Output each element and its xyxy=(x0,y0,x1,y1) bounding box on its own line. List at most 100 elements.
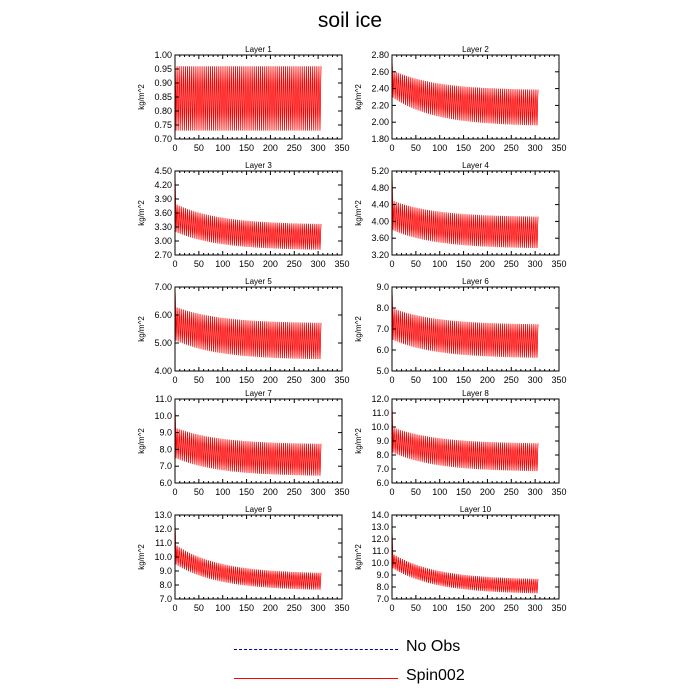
y-tick-label: 0.85 xyxy=(154,92,172,102)
y-tick-label: 9.0 xyxy=(376,282,389,292)
x-tick-label: 350 xyxy=(334,259,349,269)
y-tick-label: 4.00 xyxy=(371,216,389,226)
y-tick-label: 6.0 xyxy=(376,478,389,488)
y-tick-label: 12.0 xyxy=(371,394,389,404)
legend-label-no-obs: No Obs xyxy=(406,638,461,655)
x-tick-label: 50 xyxy=(411,143,421,153)
y-axis-label: kg/m^2 xyxy=(354,544,363,570)
x-tick-label: 0 xyxy=(172,375,177,385)
x-tick-label: 250 xyxy=(287,259,302,269)
x-tick-label: 0 xyxy=(172,487,177,497)
y-tick-label: 14.0 xyxy=(371,510,389,520)
y-tick-label: 13.0 xyxy=(371,522,389,532)
y-tick-label: 8.0 xyxy=(159,580,172,590)
x-tick-label: 150 xyxy=(239,143,254,153)
y-tick-label: 0.70 xyxy=(154,134,172,144)
x-tick-label: 0 xyxy=(389,259,394,269)
y-tick-label: 7.0 xyxy=(159,594,172,604)
x-tick-label: 250 xyxy=(504,143,519,153)
x-tick-label: 300 xyxy=(528,143,543,153)
y-axis-label: kg/m^2 xyxy=(137,200,146,226)
x-tick-label: 50 xyxy=(411,259,421,269)
x-tick-label: 50 xyxy=(194,487,204,497)
y-tick-label: 9.0 xyxy=(159,566,172,576)
y-tick-label: 4.40 xyxy=(371,200,389,210)
y-tick-label: 6.0 xyxy=(376,345,389,355)
y-tick-label: 3.20 xyxy=(371,250,389,260)
x-tick-label: 150 xyxy=(456,487,471,497)
series-line-spin002 xyxy=(392,404,539,472)
x-tick-label: 250 xyxy=(287,375,302,385)
series-line-spin002 xyxy=(175,521,322,590)
x-tick-label: 200 xyxy=(480,375,495,385)
series-line-spin002 xyxy=(175,405,322,476)
y-tick-label: 3.60 xyxy=(371,233,389,243)
y-tick-label: 7.0 xyxy=(376,324,389,334)
panel-title: Layer 10 xyxy=(460,505,492,514)
series-line-spin002 xyxy=(175,288,322,360)
panel-title: Layer 9 xyxy=(245,505,272,514)
plot-frame xyxy=(174,514,343,600)
legend-swatch-dashed xyxy=(234,649,398,650)
x-tick-label: 150 xyxy=(239,603,254,613)
plot-frame xyxy=(391,170,560,256)
y-tick-label: 11.0 xyxy=(155,538,172,548)
legend-entry-no-obs: No Obs xyxy=(234,638,534,662)
x-tick-label: 150 xyxy=(456,603,471,613)
x-tick-label: 350 xyxy=(551,143,566,153)
panel-layer-9: Layer 9 0 50 100 150 200 250 300 350 7.0 8.0 9.0 10.… xyxy=(137,505,350,613)
x-tick-label: 100 xyxy=(215,603,230,613)
y-tick-label: 9.0 xyxy=(159,428,172,438)
y-tick-label: 10.0 xyxy=(371,422,389,432)
x-tick-label: 200 xyxy=(263,487,278,497)
panel-layer-5: Layer 5 0 50 100 150 200 250 300 350 4.00 5.00 6.00… xyxy=(137,277,350,385)
x-tick-label: 250 xyxy=(287,143,302,153)
y-tick-label: 4.20 xyxy=(154,180,172,190)
x-tick-label: 250 xyxy=(504,603,519,613)
y-tick-label: 10.0 xyxy=(371,558,389,568)
y-tick-label: 8.0 xyxy=(376,582,389,592)
y-tick-label: 3.90 xyxy=(154,194,172,204)
y-tick-label: 5.0 xyxy=(376,366,389,376)
x-tick-label: 100 xyxy=(432,603,447,613)
series-line-spin002 xyxy=(175,175,322,250)
panel-layer-7: Layer 7 0 50 100 150 200 250 300 350 6.0 7.0 8.0 9.0… xyxy=(137,389,350,497)
x-tick-label: 250 xyxy=(287,487,302,497)
y-tick-label: 0.95 xyxy=(154,64,172,74)
y-tick-label: 2.70 xyxy=(154,250,172,260)
x-tick-label: 200 xyxy=(263,375,278,385)
y-tick-label: 2.60 xyxy=(371,67,389,77)
plot-frame xyxy=(174,286,343,372)
x-tick-label: 100 xyxy=(215,487,230,497)
x-tick-label: 100 xyxy=(215,375,230,385)
y-tick-label: 12.0 xyxy=(154,524,172,534)
legend-entry-spin002: Spin002 xyxy=(234,667,534,691)
y-tick-label: 8.0 xyxy=(376,450,389,460)
x-tick-label: 0 xyxy=(172,259,177,269)
y-tick-label: 6.00 xyxy=(154,310,172,320)
y-tick-label: 5.00 xyxy=(154,338,172,348)
x-tick-label: 50 xyxy=(194,603,204,613)
y-axis-label: kg/m^2 xyxy=(354,428,363,454)
y-tick-label: 11.0 xyxy=(372,408,389,418)
legend-swatch-solid xyxy=(234,678,398,679)
y-tick-label: 3.00 xyxy=(154,236,172,246)
x-tick-label: 100 xyxy=(432,487,447,497)
y-tick-label: 2.40 xyxy=(371,84,389,94)
x-tick-label: 250 xyxy=(287,603,302,613)
panel-title: Layer 1 xyxy=(245,45,272,54)
y-tick-label: 8.0 xyxy=(376,303,389,313)
y-tick-label: 0.75 xyxy=(154,120,172,130)
series-line-spin002 xyxy=(392,61,539,126)
y-tick-label: 1.00 xyxy=(154,50,172,60)
y-tick-label: 9.0 xyxy=(376,436,389,446)
x-tick-label: 200 xyxy=(263,603,278,613)
y-tick-label: 2.00 xyxy=(371,117,389,127)
panel-title: Layer 3 xyxy=(245,161,272,170)
x-tick-label: 350 xyxy=(334,143,349,153)
x-tick-label: 50 xyxy=(194,375,204,385)
x-tick-label: 0 xyxy=(172,143,177,153)
plot-frame xyxy=(391,54,560,140)
x-tick-label: 200 xyxy=(480,259,495,269)
x-tick-label: 300 xyxy=(528,259,543,269)
